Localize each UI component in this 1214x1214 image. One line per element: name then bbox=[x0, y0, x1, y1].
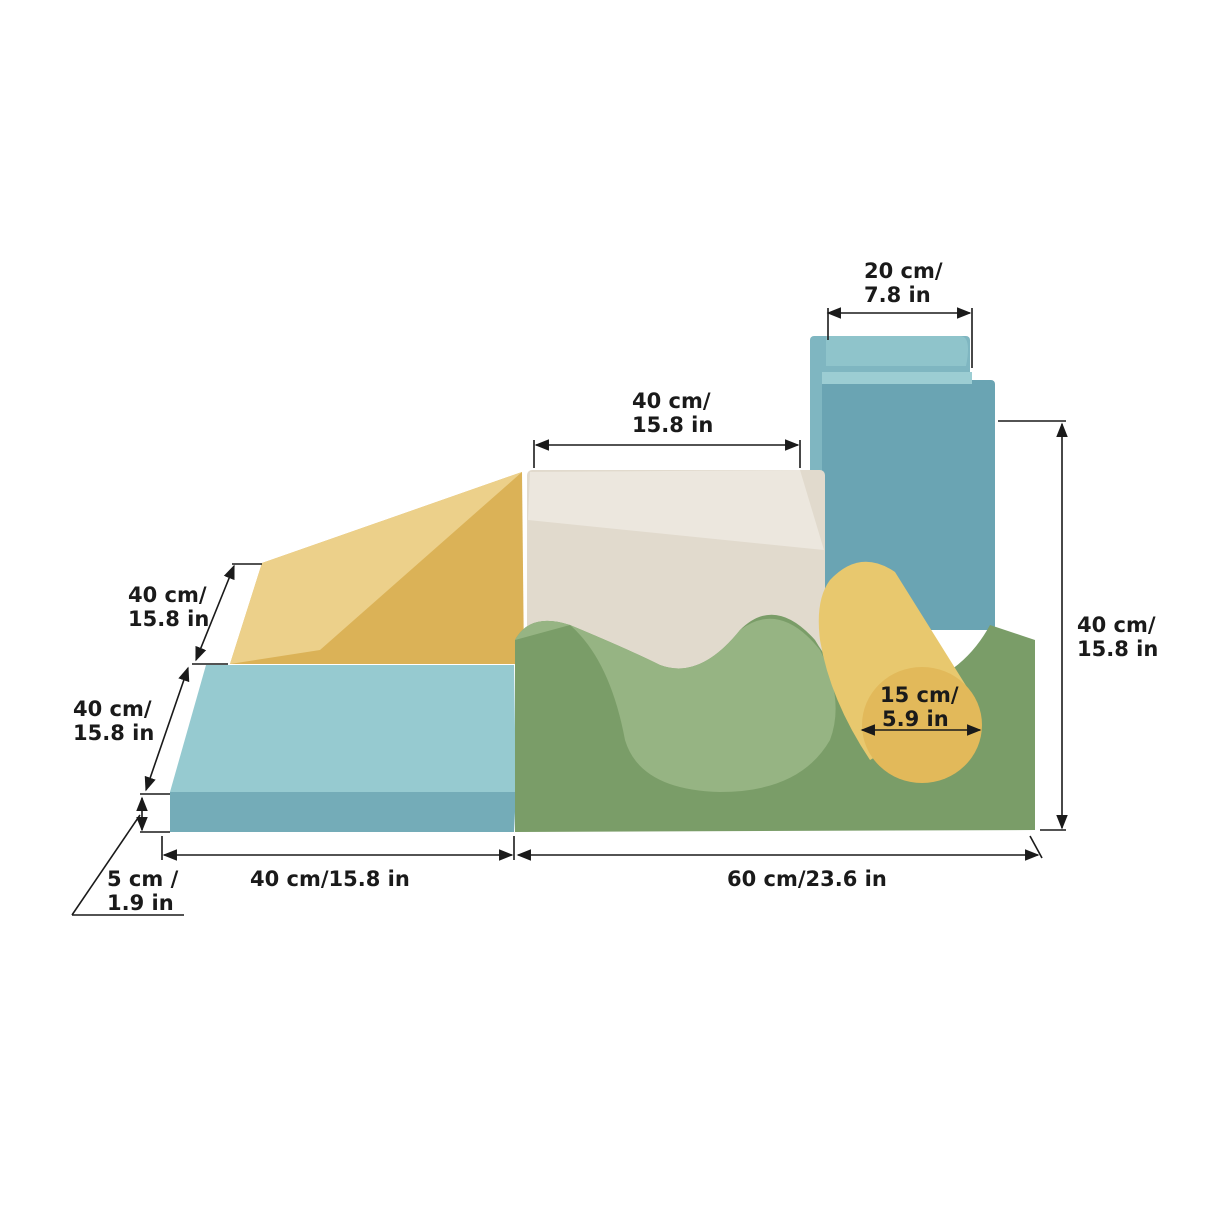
ramp-depth-label-in: 15.8 in bbox=[128, 607, 209, 631]
total-height-label-in: 15.8 in bbox=[1077, 637, 1158, 661]
dimension-lines bbox=[71, 307, 1068, 916]
cylinder-diameter-label-cm: 15 cm/ bbox=[880, 683, 959, 707]
ramp-depth-label-cm: 40 cm/ bbox=[128, 583, 207, 607]
mat-thickness-label-in: 1.9 in bbox=[107, 891, 174, 915]
mat-depth-label-cm: 40 cm/ bbox=[73, 697, 152, 721]
cylinder-diameter-label-in: 5.9 in bbox=[882, 707, 949, 731]
total-height-label-cm: 40 cm/ bbox=[1077, 613, 1156, 637]
wave-width-label: 60 cm/23.6 in bbox=[727, 867, 887, 891]
mat-depth-label-in: 15.8 in bbox=[73, 721, 154, 745]
mat-width-label: 40 cm/15.8 in bbox=[250, 867, 410, 891]
yellow-ramp bbox=[230, 472, 524, 664]
quarter-round-width-label-cm: 20 cm/ bbox=[864, 259, 943, 283]
cube-width-label-in: 15.8 in bbox=[632, 413, 713, 437]
blue-mat bbox=[170, 665, 516, 832]
quarter-round-width-label-in: 7.8 in bbox=[864, 283, 931, 307]
cube-width-label-cm: 40 cm/ bbox=[632, 389, 711, 413]
mat-thickness-label-cm: 5 cm / bbox=[107, 867, 179, 891]
cream-cube bbox=[527, 470, 825, 670]
